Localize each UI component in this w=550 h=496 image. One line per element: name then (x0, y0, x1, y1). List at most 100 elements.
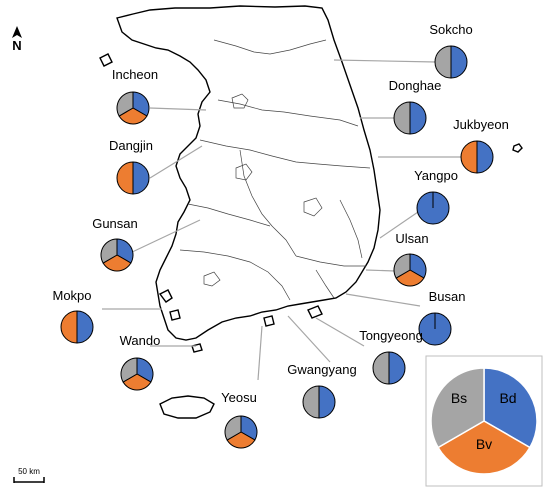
port-label: Dangjin (109, 138, 153, 153)
leader-gunsan (127, 219, 201, 255)
pie-slice-bs (116, 91, 134, 117)
port-pie (460, 140, 494, 174)
port-pie (393, 101, 427, 135)
leader-sokcho (333, 59, 437, 63)
port-pie (60, 310, 94, 344)
pie-slice-bv (60, 310, 78, 344)
legend-label-bv: Bv (476, 436, 492, 452)
port-label: Yangpo (414, 168, 458, 183)
seoul-boundary (231, 93, 249, 109)
pie-slice-bs (302, 385, 320, 419)
port-dangjin: Dangjin (109, 138, 153, 195)
leader-ulsan (365, 269, 396, 272)
leader-incheon (149, 107, 207, 111)
port-label: Gunsan (92, 216, 138, 231)
pie-slice-bs (393, 101, 411, 135)
leader-busan (345, 293, 421, 307)
port-label: Busan (429, 289, 466, 304)
port-pie (224, 415, 258, 449)
legend-label-bd: Bd (499, 390, 516, 406)
boundary-7 (295, 255, 366, 267)
boundary-3 (199, 139, 371, 169)
pie-slice-bs (434, 45, 452, 79)
boundary-9 (315, 269, 335, 299)
port-label: Incheon (112, 67, 158, 82)
pie-slice-bv (118, 107, 148, 125)
pie-slice-bs (372, 351, 390, 385)
boundary-2 (217, 99, 359, 127)
port-sokcho: Sokcho (429, 22, 473, 79)
port-pie (116, 161, 150, 195)
boundary-4 (239, 149, 297, 257)
south-island-2 (263, 315, 275, 327)
north-arrow-icon (12, 26, 22, 38)
pie-slice-bd (388, 351, 406, 385)
port-yeosu: Yeosu (221, 390, 258, 449)
port-pie (120, 357, 154, 391)
north-arrow-label: N (12, 38, 21, 53)
port-markers: Sokcho Donghae Jukbyeon Yangpo Ulsan Bus… (52, 22, 509, 449)
legend-slice-bv (437, 420, 531, 475)
port-pie (100, 238, 134, 272)
scale-bar: 50 km (13, 467, 45, 483)
scale-bar-label: 50 km (18, 467, 40, 476)
south-island-3 (307, 305, 323, 319)
pie-slice-bd (409, 101, 427, 135)
pie-slice-bv (226, 431, 256, 449)
leader-tongyeong (315, 317, 365, 347)
pie-slice-bv (122, 373, 152, 391)
pie-slice-bd (132, 161, 150, 195)
northwest-island (99, 53, 113, 67)
pie-slice-bv (395, 269, 425, 287)
port-label: Mokpo (52, 288, 91, 303)
leader-yeosu (257, 325, 263, 381)
pie-slice-bs (120, 357, 138, 383)
leader-lines (102, 59, 462, 381)
port-label: Gwangyang (287, 362, 356, 377)
province-boundaries (179, 39, 371, 301)
boundary-6 (179, 249, 291, 301)
port-label: Ulsan (395, 231, 428, 246)
daegu-boundary (303, 197, 323, 217)
port-pie (372, 351, 406, 385)
port-ulsan: Ulsan (393, 231, 429, 287)
peninsula-outline (116, 5, 381, 341)
boundary-1 (213, 39, 327, 55)
daejeon-boundary (235, 163, 253, 181)
legend: Bd Bv Bs (425, 355, 543, 487)
pie-slice-bv (102, 254, 132, 272)
port-pie (116, 91, 150, 125)
pie-slice-bv (460, 140, 478, 174)
west-island-1 (158, 289, 173, 303)
boundary-5 (187, 203, 271, 227)
legend-label-bs: Bs (451, 390, 467, 406)
port-gwangyang: Gwangyang (287, 362, 357, 419)
port-donghae: Donghae (389, 78, 442, 135)
pie-slice-bs (224, 415, 242, 441)
port-label: Wando (120, 333, 161, 348)
port-busan: Busan (418, 289, 466, 346)
port-tongyeong: Tongyeong (359, 328, 423, 385)
gwangju-boundary (203, 271, 221, 287)
pie-slice-bs (393, 253, 411, 279)
legend-pie (430, 367, 538, 475)
pie-slice-bd (76, 310, 94, 344)
pie-slice-bd (476, 140, 494, 174)
port-label: Jukbyeon (453, 117, 509, 132)
port-yangpo: Yangpo (414, 168, 458, 225)
port-jukbyeon: Jukbyeon (453, 117, 509, 174)
port-mokpo: Mokpo (52, 288, 94, 344)
legend-slice-bs (430, 367, 485, 449)
boundary-8 (339, 199, 363, 259)
port-wando: Wando (120, 333, 161, 391)
south-island-1 (191, 343, 203, 353)
port-label: Tongyeong (359, 328, 423, 343)
port-label: Yeosu (221, 390, 257, 405)
pie-slice-bv (116, 161, 134, 195)
port-gunsan: Gunsan (92, 216, 138, 272)
port-pie (393, 253, 427, 287)
legend-slice-bd (483, 367, 538, 449)
port-label: Donghae (389, 78, 442, 93)
port-pie (418, 312, 452, 346)
